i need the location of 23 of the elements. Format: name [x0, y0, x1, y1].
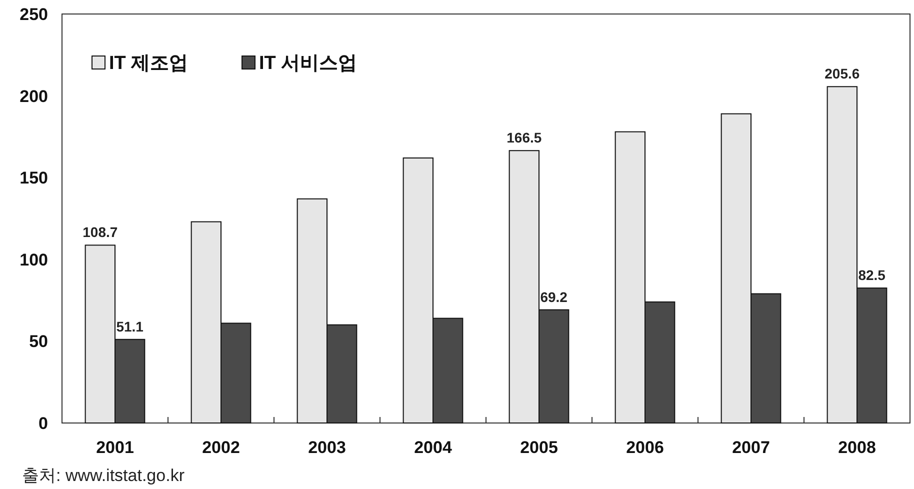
x-tick-label: 2007: [732, 438, 770, 457]
legend-label: IT 서비스업: [259, 53, 358, 74]
y-tick-label: 250: [20, 4, 48, 24]
data-label: 51.1: [116, 318, 144, 334]
x-tick-label: 2004: [414, 438, 452, 457]
y-tick-label: 0: [38, 414, 48, 433]
data-label: 69.2: [540, 288, 568, 305]
y-tick-label: 50: [29, 332, 48, 352]
legend-label: IT 제조업: [109, 53, 188, 74]
x-tick-label: 2005: [520, 438, 558, 457]
x-tick-label: 2006: [626, 438, 664, 457]
data-label: 82.5: [858, 267, 886, 284]
data-label: 205.6: [824, 66, 860, 82]
y-tick-label: 200: [20, 86, 48, 106]
source-note: 출처: www.itstat.go.kr: [22, 466, 185, 485]
y-tick-label: 100: [20, 250, 48, 270]
y-tick-label: 150: [20, 168, 48, 188]
x-tick-label: 2002: [202, 438, 240, 457]
x-tick-label: 2001: [96, 438, 134, 457]
x-tick-label: 2008: [838, 438, 876, 457]
x-tick-label: 2003: [308, 438, 346, 457]
data-label: 108.7: [82, 224, 118, 240]
data-label: 166.5: [506, 130, 542, 146]
